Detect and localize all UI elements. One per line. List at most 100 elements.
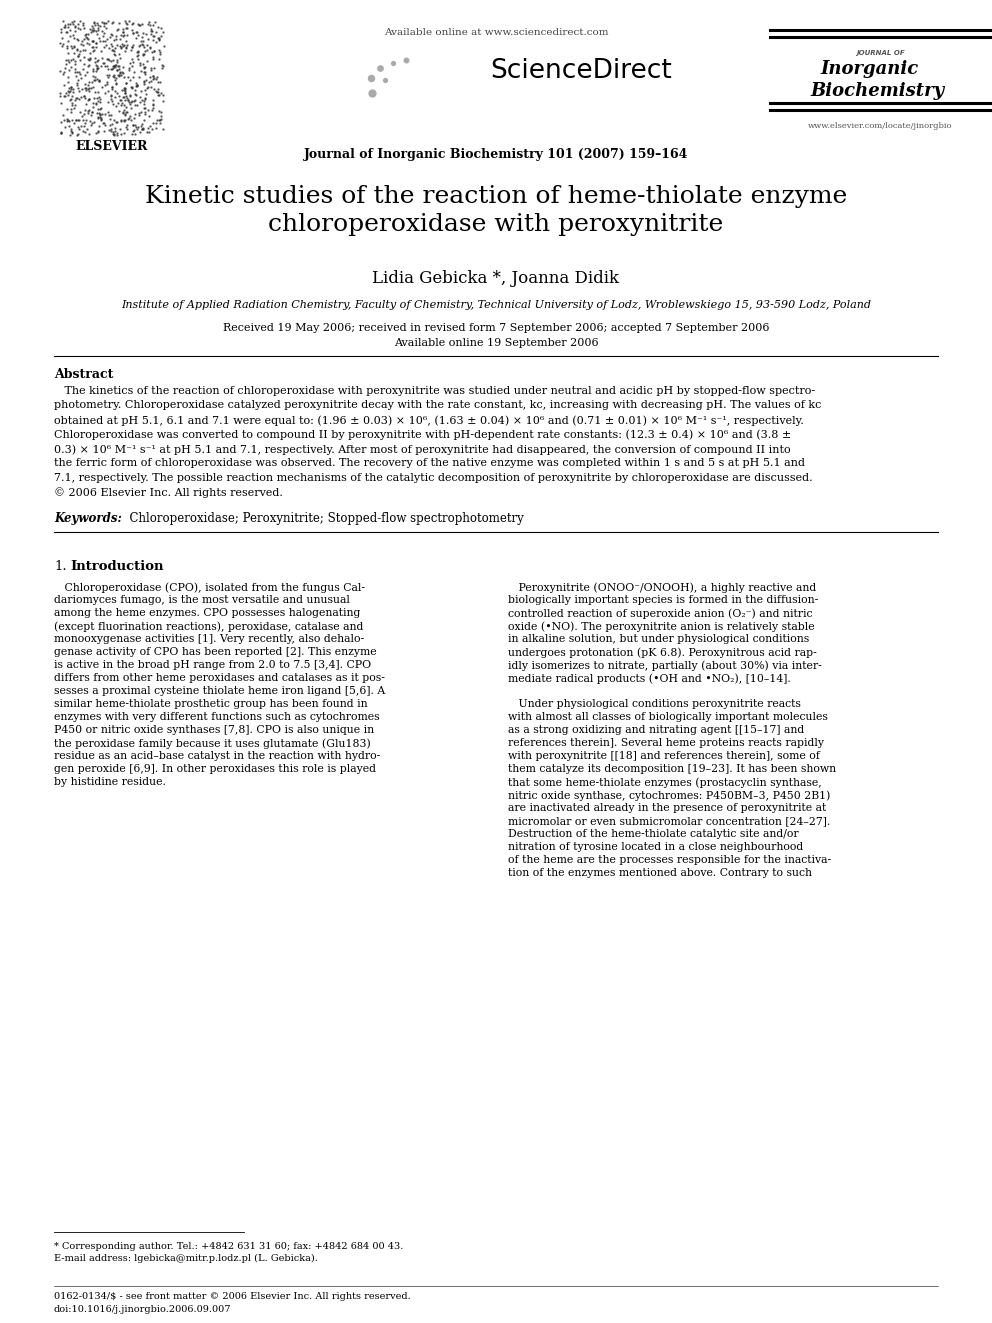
Point [59, 82, 74, 103]
Point [153, 112, 169, 134]
Point [118, 73, 134, 94]
Point [74, 15, 90, 36]
Point [90, 70, 106, 91]
Point [137, 97, 153, 118]
Point [145, 97, 161, 118]
Point [77, 73, 93, 94]
Point [70, 110, 86, 131]
Point [54, 123, 69, 144]
Text: photometry. Chloroperoxidase catalyzed peroxynitrite decay with the rate constan: photometry. Chloroperoxidase catalyzed p… [54, 401, 821, 410]
Point [108, 54, 124, 75]
Point [85, 17, 101, 38]
Point [151, 49, 167, 70]
Point [119, 13, 135, 34]
Point [85, 97, 101, 118]
Point [76, 29, 92, 50]
Point [94, 20, 110, 41]
Point [104, 77, 120, 98]
Point [81, 48, 97, 69]
Text: oxide (•NO). The peroxynitrite anion is relatively stable: oxide (•NO). The peroxynitrite anion is … [508, 620, 814, 631]
Point [139, 122, 155, 143]
Point [120, 90, 136, 111]
Point [124, 110, 140, 131]
Point [124, 77, 140, 98]
Point [106, 56, 122, 77]
Point [73, 67, 89, 89]
Point [105, 94, 121, 115]
Point [63, 120, 79, 142]
Point [85, 87, 101, 108]
Point [67, 15, 83, 36]
Point [88, 33, 104, 54]
Point [93, 110, 109, 131]
Point [82, 110, 98, 131]
Point [77, 122, 93, 143]
Point [82, 105, 98, 126]
Point [107, 86, 123, 107]
Point [70, 116, 86, 138]
Point [124, 20, 140, 41]
Point [101, 108, 117, 130]
Point [99, 28, 115, 49]
Point [114, 61, 130, 82]
Point [62, 82, 77, 103]
Point [128, 116, 144, 138]
Point [77, 112, 93, 134]
Point [116, 95, 132, 116]
Point [92, 30, 108, 52]
Point [116, 123, 132, 144]
Point [63, 110, 79, 131]
Point [69, 74, 85, 95]
Point [58, 116, 73, 138]
Point [110, 93, 126, 114]
Text: Under physiological conditions peroxynitrite reacts: Under physiological conditions peroxynit… [508, 699, 801, 709]
Point [145, 48, 161, 69]
Point [53, 61, 68, 82]
Point [144, 119, 160, 140]
Point [85, 41, 101, 62]
Point [122, 86, 138, 107]
Point [99, 64, 115, 85]
Point [118, 19, 134, 40]
Point [110, 19, 126, 40]
Point [135, 119, 151, 140]
Point [117, 82, 133, 103]
Point [80, 49, 96, 70]
Point [89, 102, 105, 123]
Point [146, 94, 162, 115]
Point [60, 71, 75, 93]
Point [69, 61, 85, 82]
Point [86, 12, 102, 33]
Point [94, 77, 110, 98]
Point [116, 78, 132, 99]
Point [118, 85, 134, 106]
Point [103, 86, 119, 107]
Point [62, 52, 77, 73]
Point [121, 57, 137, 78]
Point [125, 52, 141, 73]
Point [109, 123, 125, 144]
Point [80, 24, 96, 45]
Point [95, 22, 111, 44]
Text: idly isomerizes to nitrate, partially (about 30%) via inter-: idly isomerizes to nitrate, partially (a… [508, 660, 821, 671]
Point [112, 111, 128, 132]
Point [134, 112, 150, 134]
Point [81, 48, 97, 69]
Point [69, 46, 85, 67]
Point [134, 26, 150, 48]
Point [117, 41, 133, 62]
Point [136, 44, 152, 65]
Point [118, 30, 134, 52]
Point [137, 57, 153, 78]
Point [89, 69, 105, 90]
Point [146, 65, 162, 86]
Text: undergoes protonation (pK 6.8). Peroxynitrous acid rap-: undergoes protonation (pK 6.8). Peroxyni… [508, 647, 816, 658]
Point [67, 53, 83, 74]
Point [124, 37, 140, 58]
Point [103, 118, 119, 139]
Point [69, 40, 85, 61]
Point [143, 24, 159, 45]
Point [113, 38, 129, 60]
Point [95, 53, 111, 74]
Point [104, 24, 120, 45]
